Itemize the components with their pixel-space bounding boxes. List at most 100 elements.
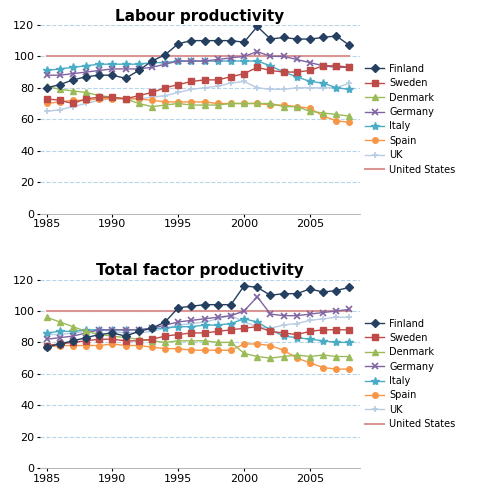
Italy <box>320 80 326 86</box>
Sweden <box>280 69 286 75</box>
Spain <box>149 344 155 350</box>
Germany <box>202 316 207 322</box>
UK <box>294 85 300 91</box>
Denmark <box>202 102 207 108</box>
Germany <box>228 55 234 61</box>
Finland <box>83 74 89 80</box>
Denmark <box>188 338 194 344</box>
UK <box>346 314 352 320</box>
UK <box>241 319 247 325</box>
United States <box>149 53 155 59</box>
Sweden <box>110 94 116 100</box>
Finland <box>241 283 247 289</box>
UK <box>346 80 352 86</box>
Sweden <box>334 327 340 333</box>
Line: UK: UK <box>43 312 353 338</box>
Spain <box>241 101 247 107</box>
Germany <box>228 313 234 319</box>
UK <box>307 317 313 323</box>
Finland <box>122 333 128 339</box>
Denmark <box>215 102 221 108</box>
Denmark <box>188 102 194 108</box>
Finland <box>334 33 340 39</box>
United States <box>268 308 274 314</box>
United States <box>83 53 89 59</box>
Denmark <box>57 319 63 325</box>
Italy <box>96 327 102 333</box>
Spain <box>228 347 234 353</box>
UK <box>307 85 313 91</box>
UK <box>268 325 274 331</box>
United States <box>294 308 300 314</box>
Sweden <box>162 333 168 339</box>
United States <box>254 308 260 314</box>
Spain <box>307 360 313 366</box>
UK <box>228 80 234 86</box>
Germany <box>280 53 286 59</box>
United States <box>176 53 182 59</box>
Finland <box>346 42 352 48</box>
Italy <box>241 316 247 322</box>
UK <box>70 330 76 336</box>
Spain <box>83 97 89 103</box>
Italy <box>122 327 128 333</box>
Italy <box>136 61 142 67</box>
Germany <box>176 319 182 325</box>
Finland <box>215 38 221 44</box>
Sweden <box>346 327 352 333</box>
United States <box>44 308 50 314</box>
Finland <box>294 36 300 42</box>
Sweden <box>307 328 313 334</box>
UK <box>57 107 63 113</box>
UK <box>334 314 340 320</box>
Germany <box>188 58 194 64</box>
Italy <box>254 58 260 64</box>
Italy <box>202 322 207 328</box>
Finland <box>96 332 102 338</box>
United States <box>346 53 352 59</box>
UK <box>215 316 221 322</box>
Italy <box>83 327 89 333</box>
United States <box>162 53 168 59</box>
Denmark <box>149 338 155 344</box>
Line: Denmark: Denmark <box>44 314 352 361</box>
UK <box>110 328 116 334</box>
Italy <box>188 58 194 64</box>
United States <box>294 53 300 59</box>
United States <box>241 53 247 59</box>
Germany <box>96 327 102 333</box>
Italy <box>188 324 194 330</box>
Denmark <box>320 352 326 358</box>
Italy <box>307 336 313 342</box>
Finland <box>57 82 63 88</box>
Denmark <box>176 338 182 344</box>
Denmark <box>110 333 116 339</box>
Germany <box>136 327 142 333</box>
United States <box>110 53 116 59</box>
Sweden <box>83 96 89 102</box>
United States <box>307 53 313 59</box>
Italy <box>57 328 63 334</box>
Sweden <box>280 330 286 336</box>
Denmark <box>294 352 300 358</box>
Italy <box>57 66 63 72</box>
Sweden <box>149 336 155 342</box>
Denmark <box>122 335 128 341</box>
Spain <box>176 346 182 352</box>
UK <box>241 79 247 85</box>
Finland <box>346 284 352 290</box>
Germany <box>215 314 221 320</box>
United States <box>70 308 76 314</box>
Line: Denmark: Denmark <box>44 84 352 119</box>
United States <box>202 53 207 59</box>
Spain <box>334 366 340 372</box>
Denmark <box>254 101 260 107</box>
Germany <box>307 311 313 317</box>
United States <box>268 53 274 59</box>
Sweden <box>44 96 50 102</box>
Denmark <box>122 96 128 102</box>
Denmark <box>44 83 50 89</box>
Sweden <box>202 77 207 83</box>
Sweden <box>57 341 63 347</box>
Sweden <box>294 69 300 75</box>
